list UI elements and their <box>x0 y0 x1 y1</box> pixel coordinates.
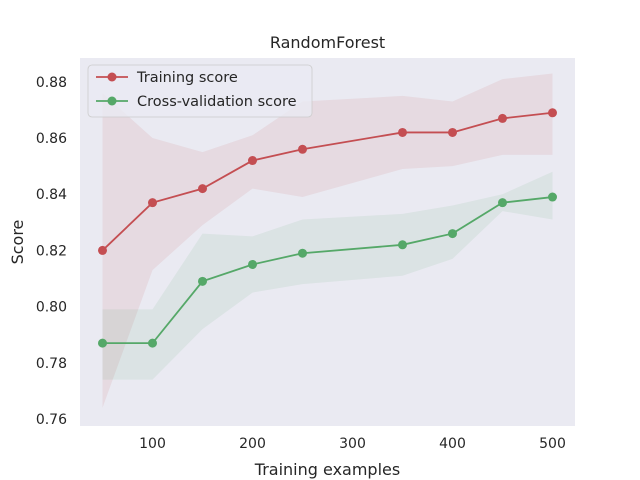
x-tick-label: 300 <box>339 436 366 452</box>
point-series-0 <box>148 198 157 208</box>
y-tick-label: 0.80 <box>36 300 67 316</box>
point-series-0 <box>448 127 457 137</box>
y-tick-label: 0.76 <box>36 412 67 428</box>
y-axis-ticks: 0.76 0.78 0.80 0.82 0.84 0.86 0.88 <box>36 75 67 428</box>
y-tick-label: 0.84 <box>36 187 67 203</box>
x-axis-ticks: 100 200 300 400 500 <box>139 436 566 452</box>
point-series-0 <box>298 144 307 154</box>
y-tick-label: 0.86 <box>36 131 67 147</box>
x-axis-label: Training examples <box>254 460 400 479</box>
legend-box <box>87 64 313 118</box>
point-series-1 <box>448 229 457 239</box>
point-series-1 <box>298 248 307 258</box>
point-series-1 <box>548 192 557 202</box>
x-tick-label: 500 <box>539 436 566 452</box>
band-series-0 <box>102 73 553 408</box>
legend-label-cv: Cross-validation score <box>137 94 297 110</box>
y-tick-label: 0.78 <box>36 356 67 372</box>
point-series-1 <box>198 276 207 286</box>
band-series-1 <box>102 171 553 380</box>
x-tick-label: 100 <box>139 436 166 452</box>
point-series-1 <box>398 240 407 250</box>
legend-marker-training <box>107 72 117 82</box>
point-series-1 <box>148 338 157 348</box>
series-points <box>98 108 557 348</box>
point-series-0 <box>198 184 207 194</box>
confidence-bands <box>102 73 553 408</box>
plot-area <box>80 58 575 426</box>
point-series-0 <box>498 113 507 123</box>
legend-label-training: Training score <box>136 70 238 86</box>
x-tick-label: 400 <box>439 436 466 452</box>
point-series-1 <box>248 259 257 269</box>
point-series-0 <box>398 127 407 137</box>
legend: Training score Cross-validation score <box>87 64 313 118</box>
y-tick-label: 0.88 <box>36 75 67 91</box>
y-tick-label: 0.82 <box>36 243 67 259</box>
x-tick-label: 200 <box>239 436 266 452</box>
y-axis-label: Score <box>8 220 27 265</box>
point-series-0 <box>548 108 557 118</box>
point-series-0 <box>98 245 107 255</box>
point-series-1 <box>498 198 507 208</box>
legend-marker-cv <box>107 96 117 106</box>
point-series-0 <box>248 156 257 166</box>
point-series-1 <box>98 338 107 348</box>
chart-title: RandomForest <box>270 33 385 52</box>
